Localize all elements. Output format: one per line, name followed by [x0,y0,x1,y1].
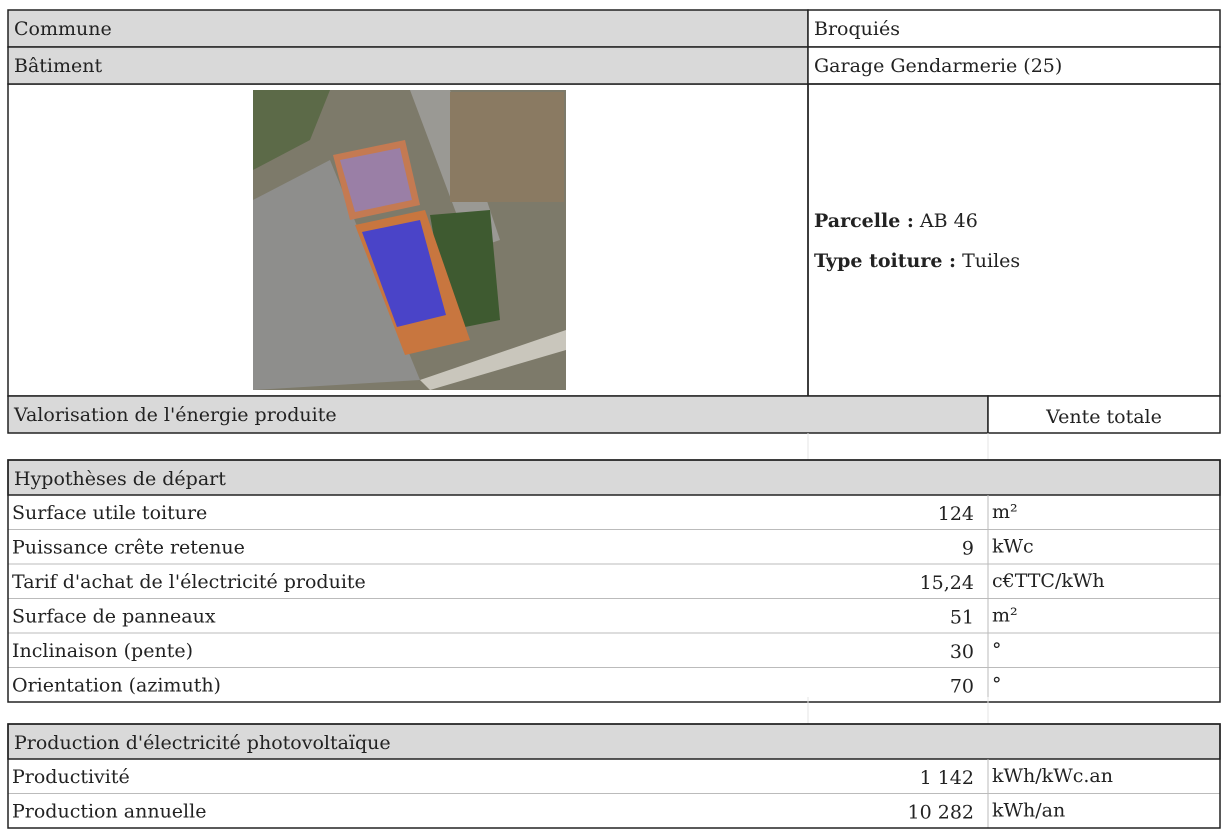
section-box [7,459,1221,703]
param-value: 30 [950,641,974,663]
param-label: Surface utile toiture [12,502,207,524]
param-value: 1 142 [920,767,974,789]
param-unit: c€TTC/kWh [992,570,1105,592]
param-label: Tarif d'achat de l'électricité produite [12,571,366,593]
param-value: 10 282 [908,802,974,824]
param-value: 124 [938,503,974,525]
param-label: Productivité [12,766,130,788]
section-title: Production d'électricité photovoltaïque [14,732,391,754]
param-unit: m² [992,605,1018,627]
param-unit: ° [992,639,1002,661]
section-header [7,723,1221,760]
row-label: Commune [14,18,112,40]
param-value: 15,24 [920,572,974,594]
detail-value: Tuiles [962,250,1020,272]
param-value: 70 [950,676,974,698]
param-label: Inclinaison (pente) [12,640,193,662]
detail-line: Type toiture : Tuiles [814,250,1020,272]
section-title: Hypothèses de départ [14,468,226,490]
param-value: 9 [962,538,974,560]
value-cell [987,395,1221,434]
param-unit: ° [992,674,1002,696]
param-unit: kWh/kWc.an [992,765,1113,787]
label-cell [7,9,809,48]
label-cell [7,46,809,85]
value-cell [807,9,1221,48]
param-value: 51 [950,607,974,629]
param-label: Surface de panneaux [12,606,216,628]
detail-value: AB 46 [919,210,978,232]
param-unit: kWc [992,536,1034,558]
row-label: Valorisation de l'énergie produite [13,404,337,426]
detail-label: Type toiture : [814,250,956,272]
row-value: Vente totale [1045,406,1162,428]
row-value: Broquiés [814,18,900,40]
param-unit: kWh/an [992,800,1065,822]
row-label: Bâtiment [14,55,102,77]
row-value: Garage Gendarmerie (25) [814,55,1062,77]
param-unit: m² [992,501,1018,523]
section-box [7,723,1221,829]
label-cell [7,395,989,434]
detail-label: Parcelle : [814,210,914,232]
param-label: Puissance crête retenue [12,537,245,559]
aerial-photo [253,90,566,390]
details-cell [807,83,1221,397]
param-label: Orientation (azimuth) [12,675,221,697]
detail-line: Parcelle : AB 46 [814,210,978,232]
param-label: Production annuelle [12,801,206,823]
